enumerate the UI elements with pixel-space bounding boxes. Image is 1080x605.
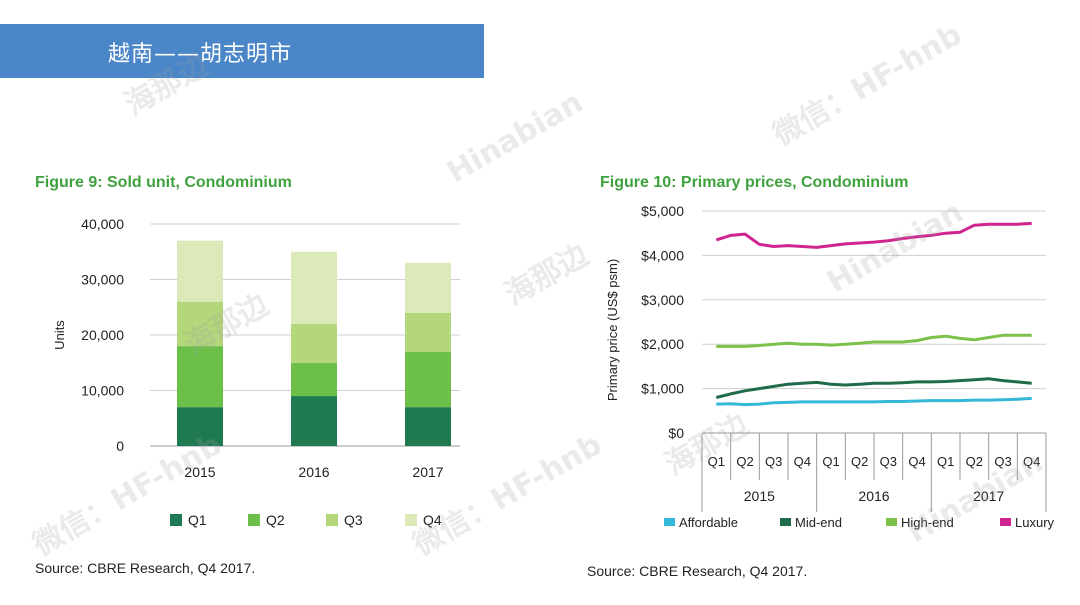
x-year-label: 2017: [973, 488, 1004, 504]
x-tick-label: Q1: [937, 454, 954, 469]
legend-swatch-q1: [170, 514, 182, 526]
legend-label-affordable: Affordable: [679, 515, 738, 530]
bar-q2-2015: [177, 346, 223, 408]
figure-9-source: Source: CBRE Research, Q4 2017.: [35, 560, 256, 576]
legend-label-luxury: Luxury: [1015, 515, 1055, 530]
y-axis-label: Primary price (US$ psm): [605, 259, 620, 401]
figure-10-title: Figure 10: Primary prices, Condominium: [600, 174, 909, 191]
y-tick-label: 10,000: [81, 383, 124, 399]
legend-swatch-luxury: [1000, 518, 1011, 526]
bar-q2-2016: [291, 362, 337, 397]
series-line-mid-end: [715, 377, 1032, 399]
bar-q3-2017: [405, 312, 451, 352]
x-year-label: 2016: [858, 488, 889, 504]
y-tick-label: $3,000: [641, 292, 684, 308]
bar-q1-2017: [405, 407, 451, 446]
x-tick-label: Q3: [994, 454, 1011, 469]
x-tick-label: Q2: [966, 454, 983, 469]
bar-q4-2016: [291, 251, 337, 324]
figure-9-title: Figure 9: Sold unit, Condominium: [35, 174, 292, 191]
x-tick-label: Q4: [1023, 454, 1040, 469]
legend-label-q3: Q3: [344, 512, 363, 528]
legend-label-q4: Q4: [423, 512, 442, 528]
bar-q4-2015: [177, 240, 223, 302]
y-tick-label: $5,000: [641, 203, 684, 219]
legend-swatch-q3: [326, 514, 338, 526]
figure-10-source: Source: CBRE Research, Q4 2017.: [587, 563, 808, 579]
x-tick-label: Q4: [794, 454, 811, 469]
y-axis-label: Units: [52, 320, 67, 350]
legend-label-mid-end: Mid-end: [795, 515, 842, 530]
page-title: 越南——胡志明市: [108, 42, 293, 67]
legend-label-q2: Q2: [266, 512, 285, 528]
y-tick-label: 40,000: [81, 216, 124, 232]
bar-q2-2017: [405, 351, 451, 408]
x-tick-label: 2016: [298, 464, 329, 480]
y-tick-label: $2,000: [641, 336, 684, 352]
x-tick-label: Q3: [880, 454, 897, 469]
x-tick-label: Q2: [851, 454, 868, 469]
y-tick-label: $0: [668, 425, 684, 441]
bar-q4-2017: [405, 262, 451, 313]
x-tick-label: Q2: [736, 454, 753, 469]
x-tick-label: Q4: [908, 454, 925, 469]
x-tick-label: Q3: [765, 454, 782, 469]
bar-q3-2016: [291, 323, 337, 363]
y-tick-label: 0: [116, 438, 124, 454]
y-tick-label: 30,000: [81, 272, 124, 288]
x-year-label: 2015: [744, 488, 775, 504]
y-tick-label: 20,000: [81, 327, 124, 343]
x-tick-label: Q1: [708, 454, 725, 469]
y-tick-label: $4,000: [641, 247, 684, 263]
y-tick-label: $1,000: [641, 381, 684, 397]
series-line-luxury: [715, 221, 1032, 249]
series-line-high-end: [716, 333, 1032, 348]
legend-swatch-affordable: [664, 518, 675, 526]
legend-swatch-high-end: [886, 518, 897, 526]
series-line-affordable: [716, 396, 1032, 407]
title-banner: 越南——胡志明市: [0, 24, 484, 78]
bar-q3-2015: [177, 301, 223, 347]
legend-swatch-mid-end: [780, 518, 791, 526]
legend-swatch-q2: [248, 514, 260, 526]
x-tick-label: Q1: [822, 454, 839, 469]
legend-label-high-end: High-end: [901, 515, 954, 530]
x-tick-label: 2017: [412, 464, 443, 480]
bar-q1-2016: [291, 396, 337, 446]
legend-swatch-q4: [405, 514, 417, 526]
x-tick-label: 2015: [184, 464, 215, 480]
legend-label-q1: Q1: [188, 512, 207, 528]
bar-q1-2015: [177, 407, 223, 446]
